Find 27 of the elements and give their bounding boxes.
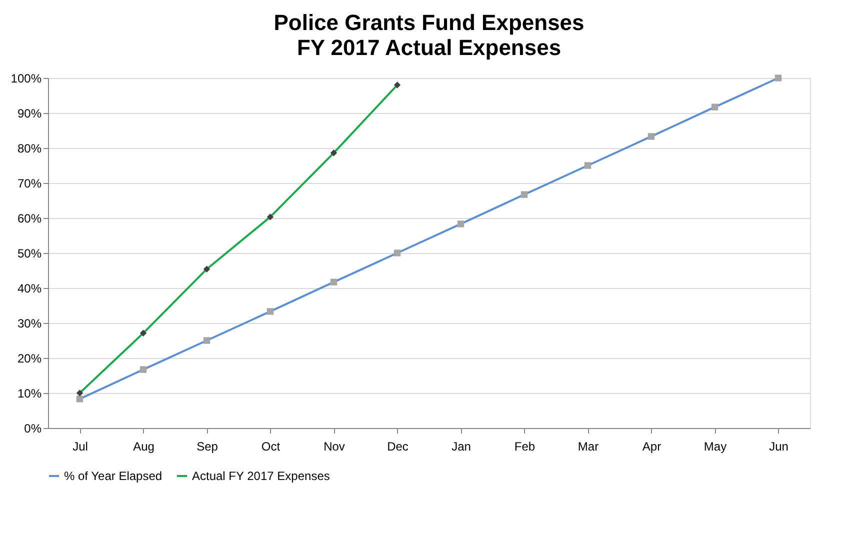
- x-tick-label: Aug: [133, 440, 154, 454]
- x-tick-label: Feb: [514, 440, 536, 454]
- y-tick-label: 0%: [24, 422, 42, 436]
- y-tick-label: 50%: [17, 246, 42, 260]
- x-tick-label: Jan: [452, 440, 471, 454]
- x-tick-label: Oct: [261, 440, 281, 454]
- y-tick-label: 100%: [10, 72, 42, 86]
- y-tick-label: 70%: [17, 176, 42, 190]
- y-tick-label: 90%: [17, 106, 42, 120]
- x-tick-label: Jul: [72, 440, 88, 454]
- x-tick-label: Sep: [196, 440, 218, 454]
- x-tick-label: May: [704, 440, 727, 454]
- x-tick-label: Jun: [769, 440, 788, 454]
- x-tick-label: Nov: [324, 440, 345, 454]
- y-tick-label: 30%: [17, 316, 42, 330]
- y-tick-label: 60%: [17, 212, 42, 226]
- y-tick-label: 10%: [17, 386, 42, 400]
- y-tick-label: 20%: [17, 352, 42, 366]
- x-tick-label: Mar: [578, 440, 599, 454]
- legend-label: Actual FY 2017 Expenses: [192, 469, 330, 483]
- chart-title: Police Grants Fund Expenses: [274, 10, 584, 35]
- x-tick-label: Apr: [642, 440, 662, 454]
- x-tick-label: Dec: [387, 440, 408, 454]
- y-tick-label: 80%: [17, 142, 42, 156]
- y-tick-label: 40%: [17, 282, 42, 296]
- chart-subtitle: FY 2017 Actual Expenses: [296, 35, 562, 60]
- legend-label: % of Year Elapsed: [64, 469, 162, 483]
